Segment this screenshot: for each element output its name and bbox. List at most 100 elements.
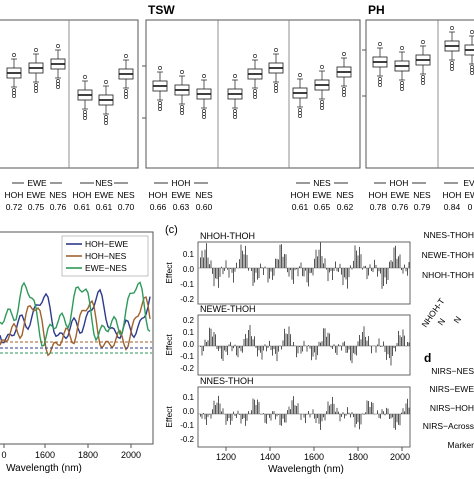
hdr-left-nes: NES bbox=[95, 178, 113, 188]
effect-bar bbox=[208, 258, 209, 268]
effect-bar bbox=[344, 414, 345, 418]
b-xtick-label-1600: 1600 bbox=[35, 450, 55, 460]
effect-bar bbox=[232, 346, 233, 351]
effect-bar bbox=[332, 397, 333, 414]
effect-bar bbox=[340, 264, 341, 268]
hdr-ph-hoh: HOH bbox=[390, 178, 409, 188]
effect-bar bbox=[355, 346, 356, 354]
boxplot-9 bbox=[228, 74, 242, 118]
effect-bar bbox=[293, 396, 294, 414]
c2-ytick-0: 0.2 bbox=[183, 316, 195, 325]
boxplot-12 bbox=[293, 73, 307, 117]
effect-bar bbox=[326, 268, 327, 270]
effect-bar bbox=[287, 268, 288, 272]
d-upper-label-2: NEWE-THOH bbox=[422, 250, 474, 260]
effect-bar bbox=[290, 334, 291, 346]
effect-bar bbox=[350, 265, 351, 268]
ph-next-col2-value: 0 bbox=[468, 202, 473, 212]
effect-bar bbox=[236, 263, 237, 268]
hdr-left-ewe: EWE bbox=[27, 178, 47, 188]
effect-bar bbox=[361, 339, 362, 346]
boxplot-outlier bbox=[233, 74, 236, 77]
effect-bar bbox=[257, 268, 258, 280]
effect-bar bbox=[358, 256, 359, 269]
effect-bar bbox=[352, 412, 353, 414]
effect-bar bbox=[403, 329, 404, 346]
panel-c-label: (c) bbox=[165, 224, 178, 236]
effect-bar bbox=[232, 268, 233, 273]
effect-bar bbox=[356, 251, 357, 268]
c-xtick-label-1200: 1200 bbox=[216, 452, 236, 462]
effect-bar bbox=[250, 414, 251, 415]
boxplot-2 bbox=[51, 44, 65, 88]
effect-bar bbox=[208, 414, 209, 417]
effect-bar bbox=[286, 414, 287, 423]
c3-ylabel: Effect bbox=[164, 406, 174, 428]
c1-ylabel: Effect bbox=[164, 262, 174, 284]
effect-bar bbox=[379, 338, 380, 346]
effect-bar bbox=[383, 411, 384, 414]
effect-bar bbox=[391, 346, 392, 366]
boxplot-17 bbox=[416, 40, 430, 84]
effect-bar bbox=[307, 268, 308, 282]
effect-bar bbox=[272, 411, 273, 414]
effect-bar bbox=[365, 337, 366, 346]
effect-bar bbox=[293, 342, 294, 346]
effect-bar bbox=[392, 346, 393, 356]
effect-bar bbox=[344, 268, 345, 277]
effect-bar bbox=[353, 261, 354, 268]
effect-bar bbox=[359, 247, 360, 268]
top-row: TSW PH EWE NES HOH NES H bbox=[0, 3, 474, 212]
effect-bar bbox=[271, 414, 272, 421]
effect-bar bbox=[310, 414, 311, 418]
effect-bar bbox=[242, 346, 243, 353]
effect-bar bbox=[217, 268, 218, 279]
effect-bar bbox=[341, 268, 342, 275]
effect-bar bbox=[241, 245, 242, 268]
effect-bar bbox=[322, 341, 323, 346]
effect-bar bbox=[281, 346, 282, 350]
effect-bar bbox=[277, 259, 278, 268]
boxplot-outlier bbox=[253, 54, 256, 57]
effect-bar bbox=[224, 268, 225, 271]
effect-bar bbox=[379, 414, 380, 418]
left-ewe-col3-label: NES bbox=[49, 190, 67, 200]
left-ewe-col1-value: 0.72 bbox=[6, 202, 23, 212]
panel-c: (c) NHOH-THOH Effect 0.1 0.0 -0.1 -0.2 N… bbox=[164, 224, 410, 474]
effect-bar bbox=[319, 250, 320, 268]
effect-bar bbox=[284, 329, 285, 346]
effect-bar bbox=[328, 402, 329, 415]
effect-bar bbox=[206, 243, 207, 268]
effect-bar bbox=[280, 414, 281, 425]
effect-bar bbox=[350, 346, 351, 361]
effect-bar bbox=[308, 268, 309, 286]
effect-bar bbox=[340, 414, 341, 421]
effect-bar bbox=[320, 414, 321, 430]
left-nes-col3-value: 0.70 bbox=[118, 202, 135, 212]
effect-bar bbox=[391, 260, 392, 268]
effect-bar bbox=[233, 412, 234, 414]
effect-bar bbox=[322, 414, 323, 421]
ph-hoh-col1-value: 0.78 bbox=[370, 202, 387, 212]
effect-bar bbox=[304, 341, 305, 346]
effect-bar bbox=[388, 409, 389, 414]
effect-bar bbox=[257, 400, 258, 414]
effect-bar bbox=[287, 334, 288, 346]
effect-bar bbox=[289, 407, 290, 414]
effect-bar bbox=[370, 264, 371, 268]
boxplot-outlier bbox=[400, 46, 403, 49]
effect-bar bbox=[356, 414, 357, 424]
legend-label-1: HOH−EWE bbox=[85, 239, 129, 249]
effect-bar bbox=[251, 336, 252, 346]
effect-bar bbox=[200, 346, 201, 347]
effect-bar bbox=[329, 268, 330, 272]
effect-bar bbox=[320, 242, 321, 268]
boxplot-outlier bbox=[158, 66, 161, 69]
effect-bar bbox=[365, 266, 366, 268]
effect-bar bbox=[376, 346, 377, 353]
effect-bar bbox=[205, 250, 206, 268]
effect-bar bbox=[301, 414, 302, 420]
effect-bar bbox=[248, 268, 249, 271]
effect-bar bbox=[271, 346, 272, 350]
effect-bar bbox=[331, 268, 332, 271]
